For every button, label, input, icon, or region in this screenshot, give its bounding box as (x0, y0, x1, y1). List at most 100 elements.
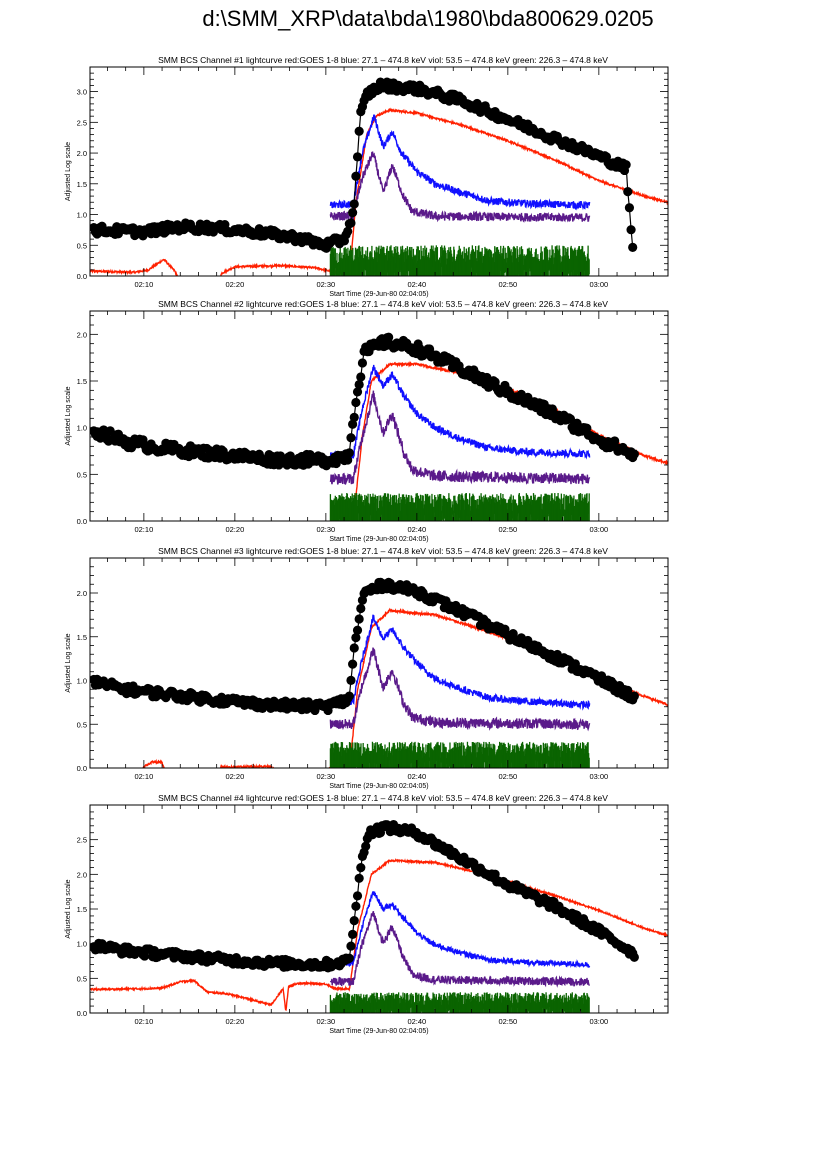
panel-2: SMM BCS Channel #2 lightcurve red:GOES 1… (65, 299, 669, 543)
x-tick-label: 02:40 (407, 1017, 426, 1026)
x-tick-label: 03:00 (589, 280, 608, 289)
y-tick-label: 0.0 (77, 517, 87, 526)
data-point (354, 614, 364, 624)
y-tick-label: 1.0 (77, 424, 87, 433)
y-tick-label: 2.0 (77, 870, 87, 879)
data-point (346, 675, 356, 686)
panel-1: SMM BCS Channel #1 lightcurve red:GOES 1… (65, 55, 669, 298)
data-point (348, 208, 358, 218)
panel-3: SMM BCS Channel #3 lightcurve red:GOES 1… (65, 546, 669, 790)
data-point (356, 603, 366, 614)
blue-series-line (329, 364, 591, 462)
x-tick-label: 02:40 (407, 772, 426, 781)
y-tick-label: 0.5 (77, 470, 87, 479)
violet-series-line (329, 910, 590, 988)
page-title: d:\SMM_XRP\data\bda\1980\bda800629.0205 (202, 6, 654, 31)
y-tick-label: 1.5 (77, 377, 87, 386)
data-point (346, 218, 356, 228)
violet-series-line (329, 390, 591, 485)
data-point (582, 423, 592, 433)
y-axis-label: Adjusted Log scale (65, 142, 72, 201)
x-tick-label: 02:50 (498, 772, 517, 781)
x-tick-label: 02:10 (134, 525, 153, 534)
y-tick-label: 0.0 (77, 764, 87, 773)
y-tick-label: 1.5 (77, 633, 87, 642)
x-tick-label: 02:20 (225, 1017, 244, 1026)
x-tick-label: 02:50 (498, 525, 517, 534)
y-tick-label: 1.0 (77, 677, 87, 686)
data-point (352, 891, 363, 901)
y-tick-label: 3.0 (77, 88, 87, 97)
x-axis-label: Start Time (29-Jun-80 02:04:05) (329, 291, 428, 298)
data-point (629, 449, 639, 459)
x-tick-label: 02:10 (134, 772, 153, 781)
data-point (348, 659, 358, 669)
x-tick-label: 03:00 (589, 525, 608, 534)
x-tick-label: 02:10 (134, 1017, 153, 1026)
x-tick-label: 02:20 (225, 280, 244, 289)
data-point (351, 171, 361, 181)
data-point (629, 691, 639, 701)
y-tick-label: 1.5 (77, 905, 87, 914)
plot-area (90, 77, 668, 276)
y-tick-label: 0.5 (77, 720, 87, 729)
data-point (354, 126, 364, 136)
data-point (356, 372, 366, 382)
data-point (623, 685, 633, 696)
data-point (624, 203, 635, 213)
y-tick-label: 2.0 (77, 149, 87, 158)
data-point (344, 953, 354, 963)
data-point (346, 941, 356, 951)
data-point (621, 160, 631, 170)
y-axis-label: Adjusted Log scale (65, 633, 72, 692)
y-tick-label: 0.5 (77, 241, 87, 250)
y-tick-label: 0.0 (77, 272, 87, 281)
data-point (352, 387, 363, 397)
x-tick-label: 02:30 (316, 772, 335, 781)
data-point (349, 916, 359, 926)
data-point (344, 448, 354, 458)
data-point (490, 869, 500, 879)
x-tick-label: 03:00 (589, 1017, 608, 1026)
data-point (352, 625, 363, 635)
data-point (343, 455, 353, 465)
data-point (349, 643, 359, 653)
data-point (346, 433, 356, 443)
blue-series-line (329, 891, 591, 968)
y-tick-label: 2.5 (77, 118, 87, 127)
data-point (384, 332, 394, 342)
data-point (220, 219, 230, 230)
red-series-line (90, 858, 668, 1011)
x-tick-label: 02:40 (407, 280, 426, 289)
y-tick-label: 1.5 (77, 180, 87, 189)
data-point (351, 633, 361, 643)
blue-series-line (329, 614, 591, 711)
y-tick-label: 1.0 (77, 211, 87, 220)
x-axis-label: Start Time (29-Jun-80 02:04:05) (329, 783, 428, 790)
data-point (572, 418, 582, 428)
panel-4: SMM BCS Channel #4 lightcurve red:GOES 1… (65, 793, 669, 1035)
x-tick-label: 03:00 (589, 772, 608, 781)
y-tick-label: 2.0 (77, 589, 87, 598)
blue-series-line (329, 114, 591, 211)
plot-frame (89, 310, 669, 522)
x-tick-label: 02:30 (316, 525, 335, 534)
data-point (354, 873, 364, 883)
y-axis-label: Adjusted Log scale (65, 879, 72, 938)
data-point (343, 226, 353, 236)
x-axis-label: Start Time (29-Jun-80 02:04:05) (329, 1028, 428, 1035)
data-point (351, 901, 361, 911)
y-tick-label: 2.5 (77, 836, 87, 845)
violet-series-line (329, 151, 591, 223)
y-tick-label: 0.0 (77, 1009, 87, 1018)
red-series-line (90, 107, 668, 276)
x-tick-label: 02:50 (498, 1017, 517, 1026)
data-point (352, 152, 363, 162)
y-tick-label: 1.0 (77, 940, 87, 949)
data-point (349, 412, 359, 422)
data-point (354, 379, 364, 390)
plot-area (90, 332, 668, 521)
plot-area (90, 819, 668, 1013)
x-tick-label: 02:40 (407, 525, 426, 534)
